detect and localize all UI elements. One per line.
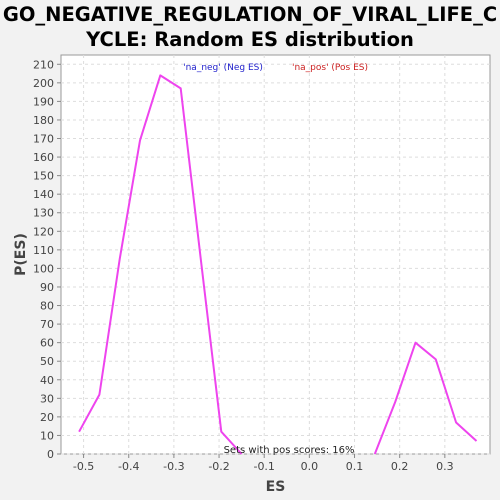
y-tick-label: 130 [33, 207, 54, 220]
y-tick-label: 120 [33, 225, 54, 238]
y-tick-label: 20 [40, 411, 54, 424]
y-tick-label: 100 [33, 262, 54, 275]
y-tick-label: 60 [40, 337, 54, 350]
y-tick-label: 210 [33, 58, 54, 71]
y-tick-label: 140 [33, 188, 54, 201]
y-tick-label: 30 [40, 392, 54, 405]
data-series [78, 74, 478, 455]
x-tick-label: -0.3 [163, 460, 184, 473]
axes [57, 63, 446, 458]
y-tick-label: 110 [33, 244, 54, 257]
x-tick-label: -0.5 [73, 460, 94, 473]
y-tick-label: 150 [33, 170, 54, 183]
y-tick-label: 80 [40, 300, 54, 313]
x-tick-label: 0.0 [301, 460, 319, 473]
y-tick-label: 10 [40, 429, 54, 442]
x-tick-label: -0.4 [118, 460, 139, 473]
x-tick-label: 0.2 [391, 460, 409, 473]
x-tick-label: -0.1 [253, 460, 274, 473]
x-axis-title: ES [266, 479, 286, 495]
y-tick-label: 0 [47, 448, 54, 461]
x-tick-label: -0.2 [208, 460, 229, 473]
series-line-1 [78, 74, 243, 455]
series-line-2 [373, 341, 478, 455]
x-tick-label: 0.3 [436, 460, 454, 473]
plot-area [60, 54, 491, 455]
y-tick-label: 180 [33, 114, 54, 127]
chart-labels: 0 10 20 30 40 50 60 70 80 90 100 110 120 130 140 150 160… [13, 58, 454, 495]
legend-entry-pos: 'na_pos' (Pos ES) [292, 63, 368, 73]
y-axis-title: P(ES) [13, 233, 29, 276]
y-tick-label: 90 [40, 281, 54, 294]
y-tick-label: 190 [33, 95, 54, 108]
pos-scores-annotation: Sets with pos scores: 16% [224, 445, 355, 456]
y-tick-label: 160 [33, 151, 54, 164]
y-tick-label: 70 [40, 318, 54, 331]
y-tick-label: 40 [40, 374, 54, 387]
chart-title-line2: YCLE: Random ES distribution [86, 28, 414, 51]
legend-entry-neg: 'na_neg' (Neg ES) [183, 63, 263, 73]
chart-title: GO_NEGATIVE_REGULATION_OF_VIRAL_LIFE_C Y… [0, 2, 500, 52]
y-tick-label: 170 [33, 133, 54, 146]
chart-title-line1: GO_NEGATIVE_REGULATION_OF_VIRAL_LIFE_C [2, 3, 498, 26]
y-tick-label: 200 [33, 77, 54, 90]
y-tick-label: 50 [40, 355, 54, 368]
x-tick-label: 0.1 [346, 460, 364, 473]
